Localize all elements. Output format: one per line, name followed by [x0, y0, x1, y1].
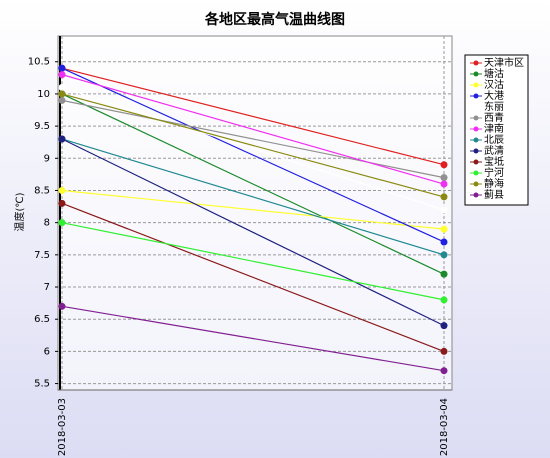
legend-label: 塘沽	[484, 67, 504, 80]
legend-label: 北辰	[484, 134, 504, 146]
data-point	[440, 251, 448, 259]
series-line	[61, 305, 445, 372]
series-line	[61, 138, 445, 256]
data-point	[58, 199, 66, 207]
series-line	[61, 189, 445, 230]
data-point	[440, 270, 448, 278]
data-point	[440, 238, 448, 246]
data-point	[440, 347, 448, 355]
data-point	[440, 174, 448, 182]
y-tick-label: 5.5	[34, 379, 50, 390]
legend-label: 宝坻	[484, 155, 504, 168]
data-point	[440, 206, 448, 214]
y-tick-label: 6.5	[34, 314, 50, 325]
legend-marker	[473, 71, 479, 77]
data-point	[440, 296, 448, 304]
y-tick-label: 6	[44, 346, 50, 357]
legend-marker	[473, 60, 479, 66]
legend-label: 静海	[484, 177, 504, 190]
legend-label: 汉沽	[484, 78, 504, 91]
legend-label: 蓟县	[484, 188, 504, 201]
data-point	[58, 64, 66, 72]
y-tick-label: 7	[44, 282, 50, 293]
chart-title: 各地区最高气温曲线图	[204, 11, 345, 28]
y-tick-label: 10	[37, 89, 50, 100]
data-point	[440, 367, 448, 375]
series-line	[61, 93, 445, 275]
legend-marker	[473, 126, 479, 132]
legend-label: 西青	[484, 111, 504, 124]
legend-marker	[473, 137, 479, 143]
data-point	[58, 135, 66, 143]
data-point	[58, 71, 66, 79]
series-line	[61, 222, 445, 301]
data-point	[58, 90, 66, 98]
series-line	[61, 138, 445, 327]
legend-marker	[473, 82, 479, 88]
legend-marker	[473, 181, 479, 187]
data-point	[58, 186, 66, 194]
legend-label: 天津市区	[484, 56, 524, 69]
x-tick-label: 2018-03-04	[439, 398, 450, 456]
series-line	[61, 93, 445, 198]
data-point	[440, 193, 448, 201]
y-tick-label: 9.5	[34, 121, 50, 132]
y-axis-label: 温度(℃)	[13, 192, 26, 231]
legend-marker	[473, 104, 479, 110]
legend-marker	[473, 148, 479, 154]
series-line	[61, 67, 445, 243]
y-tick-label: 8.5	[34, 185, 50, 196]
legend-marker	[473, 159, 479, 165]
data-point	[58, 302, 66, 310]
series-line	[61, 202, 445, 352]
series-line	[61, 99, 445, 179]
data-point	[440, 225, 448, 233]
y-tick-label: 8	[44, 218, 50, 229]
y-tick-label: 9	[44, 153, 50, 164]
legend-marker	[473, 115, 479, 121]
plot-area	[57, 35, 453, 391]
legend-label: 武清	[484, 144, 504, 157]
legend-label: 津南	[484, 122, 504, 135]
series-line	[61, 67, 445, 166]
legend-marker	[473, 170, 479, 176]
data-point	[440, 322, 448, 330]
series-line	[61, 86, 445, 211]
legend-marker	[473, 93, 479, 99]
data-point	[440, 161, 448, 169]
data-point	[58, 96, 66, 104]
data-point	[440, 180, 448, 188]
x-tick-label: 2018-03-03	[57, 398, 68, 456]
legend-label: 宁河	[484, 166, 504, 179]
y-tick-label: 7.5	[34, 250, 50, 261]
data-point	[58, 83, 66, 91]
legend-label: 东丽	[484, 100, 504, 113]
data-point	[58, 219, 66, 227]
series-line	[61, 74, 445, 185]
y-tick-label: 10.5	[28, 57, 50, 68]
legend-marker	[473, 192, 479, 198]
legend-label: 大港	[484, 89, 504, 102]
